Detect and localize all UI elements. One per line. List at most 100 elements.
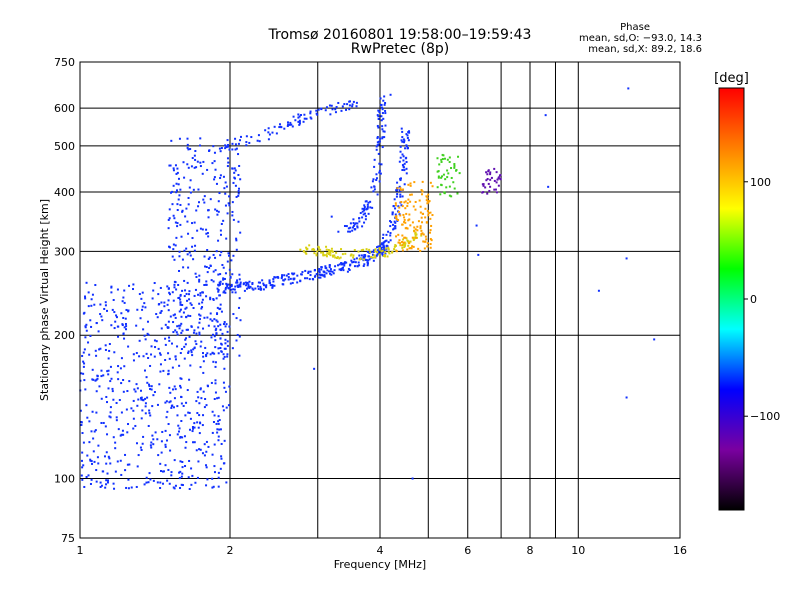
echo-point xyxy=(172,299,175,302)
echo-point xyxy=(248,141,251,144)
echo-point xyxy=(342,269,345,272)
echo-point xyxy=(90,460,93,463)
x-tick-label: 4 xyxy=(377,544,384,557)
echo-point xyxy=(403,141,406,144)
echo-point xyxy=(421,193,424,196)
echo-point xyxy=(272,278,275,281)
echo-point xyxy=(232,313,235,316)
echo-point xyxy=(140,448,143,451)
echo-point xyxy=(441,175,444,178)
echo-point xyxy=(198,333,201,336)
echo-point xyxy=(198,448,201,451)
echo-point xyxy=(162,482,165,485)
echo-point xyxy=(440,158,443,161)
echo-point xyxy=(368,258,371,261)
echo-point xyxy=(85,329,88,332)
echo-point xyxy=(162,470,165,473)
echo-point xyxy=(120,357,123,360)
echo-point xyxy=(114,441,117,444)
echo-point xyxy=(116,460,119,463)
echo-point xyxy=(102,374,105,377)
echo-point xyxy=(180,315,183,318)
echo-point xyxy=(144,402,147,405)
echo-point xyxy=(185,247,188,250)
echo-point xyxy=(290,123,293,126)
echo-point xyxy=(179,460,182,463)
echo-point xyxy=(231,273,234,276)
echo-point xyxy=(401,246,404,249)
echo-point xyxy=(201,424,204,427)
echo-point xyxy=(117,325,120,328)
echo-point xyxy=(401,205,404,208)
echo-point xyxy=(373,165,376,168)
echo-point xyxy=(239,281,242,284)
echo-point xyxy=(109,365,112,368)
echo-point xyxy=(217,435,220,438)
echo-point xyxy=(178,324,181,327)
echo-point xyxy=(127,487,130,490)
echo-point xyxy=(447,172,450,175)
echo-point xyxy=(93,460,96,463)
echo-point xyxy=(400,204,403,207)
echo-point xyxy=(238,273,241,276)
echo-point xyxy=(215,319,218,322)
echo-point xyxy=(220,147,223,150)
echo-point xyxy=(205,232,208,235)
echo-point xyxy=(373,188,376,191)
echo-point xyxy=(151,434,154,437)
echo-point xyxy=(99,313,102,316)
echo-point xyxy=(217,325,220,328)
echo-point xyxy=(372,256,375,259)
echo-point xyxy=(214,269,217,272)
echo-point xyxy=(220,342,223,345)
echo-point xyxy=(232,218,235,221)
echo-point xyxy=(158,352,161,355)
echo-point xyxy=(409,184,412,187)
echo-point xyxy=(169,400,172,403)
echo-point xyxy=(373,254,376,257)
echo-point xyxy=(331,270,334,273)
echo-point xyxy=(329,268,332,271)
echo-point xyxy=(222,278,225,281)
echo-point xyxy=(159,286,162,289)
echo-point xyxy=(384,247,387,250)
echo-point xyxy=(396,193,399,196)
echo-point xyxy=(145,352,148,355)
echo-point xyxy=(381,128,384,131)
echo-point xyxy=(238,354,241,357)
echo-point xyxy=(349,230,352,233)
echo-point xyxy=(335,251,338,254)
echo-point xyxy=(148,383,151,386)
echo-point xyxy=(112,482,115,485)
echo-point xyxy=(166,326,169,329)
echo-point xyxy=(85,476,88,479)
echo-point xyxy=(402,138,405,141)
echo-point xyxy=(164,343,167,346)
echo-point xyxy=(399,187,402,190)
echo-point xyxy=(237,306,240,309)
echo-point xyxy=(104,425,107,428)
echo-point xyxy=(147,356,150,359)
echo-point xyxy=(87,341,90,344)
echo-point xyxy=(86,416,89,419)
echo-point xyxy=(167,369,170,372)
echo-point xyxy=(227,252,230,255)
echo-point xyxy=(375,177,378,180)
echo-point xyxy=(313,268,316,271)
echo-point xyxy=(152,289,155,292)
echo-point xyxy=(226,355,229,358)
echo-point xyxy=(423,240,426,243)
echo-point xyxy=(332,250,335,253)
echo-point xyxy=(176,203,179,206)
echo-point xyxy=(218,294,221,297)
echo-point xyxy=(378,248,381,251)
echo-point xyxy=(201,291,204,294)
echo-point xyxy=(113,487,116,490)
echo-point xyxy=(340,262,343,265)
echo-point xyxy=(177,283,180,286)
echo-point xyxy=(252,288,255,291)
echo-point xyxy=(82,441,85,444)
echo-point xyxy=(179,293,182,296)
echo-point xyxy=(380,103,383,106)
echo-point xyxy=(168,336,171,339)
